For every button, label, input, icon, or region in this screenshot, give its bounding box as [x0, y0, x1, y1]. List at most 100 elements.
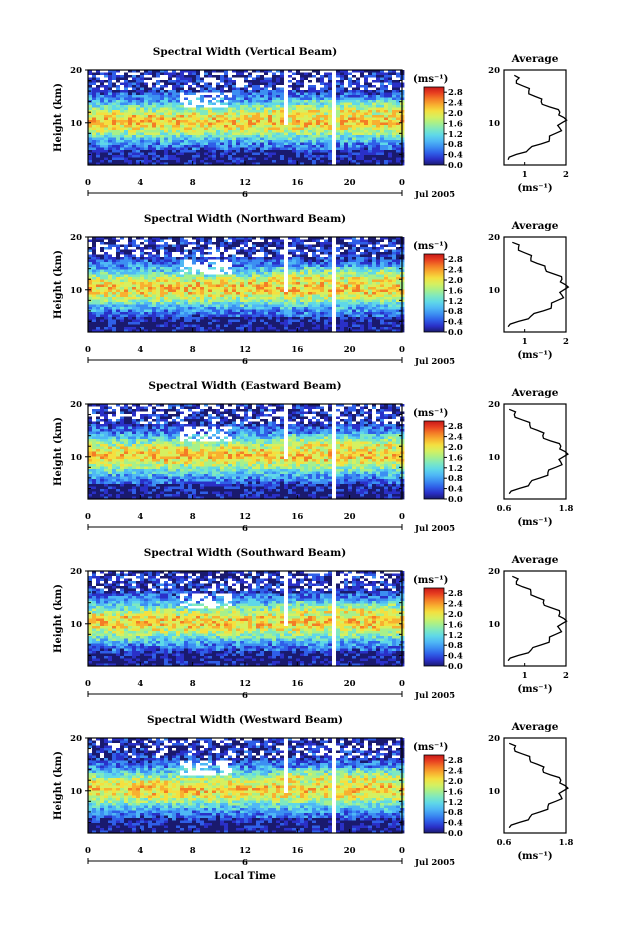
average-profile-line: [507, 575, 568, 662]
average-title: Average: [511, 721, 559, 733]
x-axis-label: Local Time: [214, 871, 276, 882]
x-tick-label: 12: [239, 679, 251, 689]
colorbar-tick-label: 0.4: [448, 819, 463, 829]
colorbar: [423, 253, 445, 333]
colorbar-tick-label: 0.4: [448, 652, 463, 662]
x-tick-label: 0: [399, 178, 405, 188]
colorbar-tick-label: 1.6: [448, 453, 463, 463]
average-frame: [503, 69, 567, 166]
spectral-width-panel: Spectral Width (Westward Beam) Height (km…: [53, 714, 573, 868]
colorbar-unit: (ms⁻¹): [413, 241, 448, 252]
day-label: 6: [242, 357, 248, 367]
colorbar-tick-label: 2.8: [448, 589, 463, 599]
average-y-tick-label: 10: [488, 119, 500, 129]
colorbar-tick-label: 1.6: [448, 620, 463, 630]
panel-title: Spectral Width (Northward Beam): [144, 213, 346, 225]
colorbar-tick-label: 0.4: [448, 485, 463, 495]
average-x-tick-label: 2: [563, 170, 569, 180]
colorbar-tick-label: 0.4: [448, 151, 463, 161]
panel-title: Spectral Width (Vertical Beam): [153, 46, 337, 58]
y-tick-label: 20: [70, 233, 82, 243]
day-label: 6: [242, 190, 248, 200]
average-profile-line: [507, 241, 570, 328]
average-title: Average: [511, 554, 559, 566]
colorbar-unit: (ms⁻¹): [413, 74, 448, 85]
colorbar-tick-label: 1.2: [448, 631, 463, 641]
average-profile: Average 20 10 1 2 (ms⁻¹): [488, 220, 570, 361]
colorbar-tick-label: 2.8: [448, 88, 463, 98]
average-title: Average: [511, 53, 559, 65]
colorbar-tick-label: 2.8: [448, 756, 463, 766]
colorbar-tick-label: 1.2: [448, 798, 463, 808]
colorbar-unit: (ms⁻¹): [413, 408, 448, 419]
average-unit: (ms⁻¹): [517, 350, 552, 361]
x-tick-label: 16: [291, 178, 303, 188]
x-tick-label: 0: [85, 846, 91, 856]
heatmap-cells: [88, 70, 405, 166]
colorbar-tick-label: 2.4: [448, 99, 463, 109]
average-y-tick-label: 10: [488, 453, 500, 463]
spectral-width-panel: Spectral Width (Vertical Beam) Height (km…: [53, 46, 569, 200]
panel-title: Spectral Width (Westward Beam): [147, 714, 343, 726]
colorbar-tick-label: 2.4: [448, 767, 463, 777]
average-frame: [503, 236, 567, 333]
y-axis-label: Height (km): [53, 584, 64, 653]
average-y-tick-label: 20: [488, 734, 500, 744]
colorbar-tick-label: 0.8: [448, 307, 463, 317]
y-axis-label: Height (km): [53, 417, 64, 486]
date-label: Jul 2005: [414, 691, 455, 701]
colorbar-tick-label: 2.0: [448, 276, 463, 286]
average-y-tick-label: 10: [488, 787, 500, 797]
date-label: Jul 2005: [414, 858, 455, 868]
y-tick-label: 20: [70, 567, 82, 577]
x-tick-label: 0: [85, 512, 91, 522]
average-x-tick-label: 0.6: [497, 838, 512, 848]
x-tick-label: 0: [399, 512, 405, 522]
day-label: 6: [242, 524, 248, 534]
average-unit: (ms⁻¹): [517, 183, 552, 194]
x-tick-label: 12: [239, 512, 251, 522]
date-label: Jul 2005: [414, 357, 455, 367]
colorbar-tick-label: 0.0: [448, 829, 463, 839]
average-x-tick-label: 1: [522, 671, 528, 681]
average-title: Average: [511, 387, 559, 399]
average-profile-line: [507, 74, 568, 160]
colorbar-tick-label: 0.8: [448, 140, 463, 150]
average-profile: Average 20 10 1 2 (ms⁻¹): [488, 554, 569, 695]
average-y-tick-label: 20: [488, 400, 500, 410]
x-tick-label: 0: [85, 679, 91, 689]
average-x-tick-label: 1.8: [559, 838, 574, 848]
x-tick-label: 8: [190, 345, 196, 355]
colorbar-tick-label: 1.2: [448, 130, 463, 140]
x-tick-label: 0: [399, 679, 405, 689]
colorbar: [423, 587, 445, 667]
date-label: Jul 2005: [414, 190, 455, 200]
colorbar-tick-label: 2.4: [448, 433, 463, 443]
colorbar-tick-label: 2.4: [448, 600, 463, 610]
average-x-tick-label: 1: [522, 337, 528, 347]
colorbar-tick-label: 0.8: [448, 474, 463, 484]
spectral-width-panel: Spectral Width (Eastward Beam) Height (km…: [53, 380, 573, 534]
colorbar-tick-label: 0.4: [448, 318, 463, 328]
average-y-tick-label: 10: [488, 620, 500, 630]
x-tick-label: 4: [137, 846, 143, 856]
x-tick-label: 20: [344, 846, 356, 856]
y-tick-label: 10: [70, 286, 82, 296]
average-unit: (ms⁻¹): [517, 684, 552, 695]
average-profile: Average 20 10 0.6 1.8 (ms⁻¹): [488, 387, 573, 528]
x-tick-label: 4: [137, 345, 143, 355]
colorbar-tick-label: 2.0: [448, 777, 463, 787]
y-tick-label: 10: [70, 620, 82, 630]
x-tick-label: 16: [291, 679, 303, 689]
average-profile-line: [508, 408, 569, 495]
average-y-tick-label: 20: [488, 233, 500, 243]
average-x-tick-label: 0.6: [497, 504, 512, 514]
day-label: 6: [242, 858, 248, 868]
heatmap-cells: [88, 571, 405, 667]
x-tick-label: 20: [344, 345, 356, 355]
x-tick-label: 12: [239, 846, 251, 856]
colorbar-tick-label: 1.6: [448, 787, 463, 797]
average-unit: (ms⁻¹): [517, 517, 552, 528]
x-tick-label: 20: [344, 178, 356, 188]
